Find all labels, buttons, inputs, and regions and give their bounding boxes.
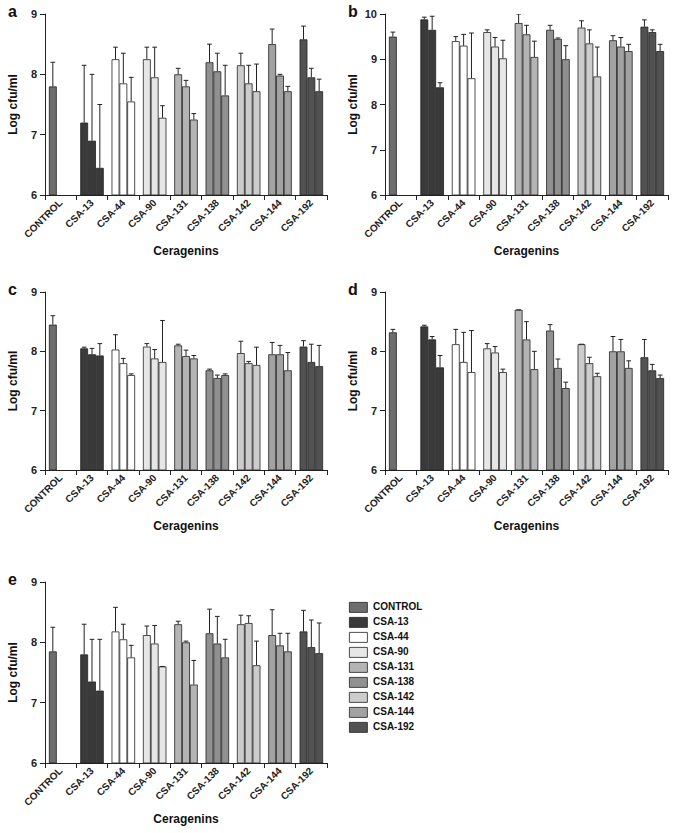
svg-text:8: 8 xyxy=(31,636,37,648)
svg-text:CSA-142: CSA-142 xyxy=(216,472,253,509)
svg-text:9: 9 xyxy=(31,576,37,588)
svg-text:CSA-44: CSA-44 xyxy=(435,472,468,505)
svg-text:7: 7 xyxy=(31,129,37,141)
svg-text:9: 9 xyxy=(371,286,377,298)
svg-text:CSA-138: CSA-138 xyxy=(184,765,221,802)
svg-text:e: e xyxy=(8,571,17,588)
svg-text:CSA-131: CSA-131 xyxy=(494,472,531,509)
svg-text:CSA-138: CSA-138 xyxy=(184,197,221,234)
svg-text:10: 10 xyxy=(365,8,377,20)
svg-text:CSA-90: CSA-90 xyxy=(373,646,409,657)
svg-text:Ceragenins: Ceragenins xyxy=(494,519,560,533)
svg-text:CSA-144: CSA-144 xyxy=(247,197,284,234)
svg-text:Ceragenins: Ceragenins xyxy=(153,519,219,533)
svg-text:c: c xyxy=(8,281,17,298)
svg-text:CSA-142: CSA-142 xyxy=(556,472,593,509)
svg-text:CSA-144: CSA-144 xyxy=(247,472,284,509)
svg-text:CSA-131: CSA-131 xyxy=(373,661,415,672)
svg-text:6: 6 xyxy=(31,757,37,769)
svg-text:CSA-142: CSA-142 xyxy=(556,197,593,234)
svg-text:CSA-44: CSA-44 xyxy=(94,197,127,230)
svg-text:CSA-192: CSA-192 xyxy=(278,765,315,802)
svg-text:CSA-131: CSA-131 xyxy=(153,197,190,234)
svg-text:CSA-13: CSA-13 xyxy=(403,197,436,230)
svg-text:7: 7 xyxy=(371,144,377,156)
svg-text:CSA-13: CSA-13 xyxy=(63,765,96,798)
svg-text:CSA-44: CSA-44 xyxy=(435,197,468,230)
svg-text:CONTROL: CONTROL xyxy=(22,197,65,240)
svg-text:CSA-144: CSA-144 xyxy=(373,706,415,717)
svg-text:CSA-90: CSA-90 xyxy=(125,197,159,230)
svg-text:CSA-13: CSA-13 xyxy=(63,472,96,505)
svg-text:Log cfu/ml: Log cfu/ml xyxy=(346,351,360,412)
svg-text:CSA-90: CSA-90 xyxy=(125,472,159,505)
svg-text:6: 6 xyxy=(371,189,377,201)
svg-text:Log cfu/ml: Log cfu/ml xyxy=(6,74,20,135)
svg-text:CSA-90: CSA-90 xyxy=(125,765,159,798)
svg-text:CSA-142: CSA-142 xyxy=(216,197,253,234)
svg-text:CONTROL: CONTROL xyxy=(22,472,65,515)
svg-text:6: 6 xyxy=(31,189,37,201)
svg-text:6: 6 xyxy=(31,464,37,476)
svg-text:Log cfu/ml: Log cfu/ml xyxy=(6,351,20,412)
svg-text:d: d xyxy=(348,281,358,298)
svg-text:8: 8 xyxy=(371,345,377,357)
svg-text:a: a xyxy=(8,3,17,20)
svg-text:CSA-142: CSA-142 xyxy=(373,691,415,702)
svg-text:CSA-192: CSA-192 xyxy=(278,472,315,509)
svg-text:CONTROL: CONTROL xyxy=(362,197,405,240)
svg-text:8: 8 xyxy=(31,68,37,80)
svg-text:CSA-44: CSA-44 xyxy=(373,631,409,642)
svg-text:9: 9 xyxy=(31,286,37,298)
svg-text:CSA-44: CSA-44 xyxy=(94,765,127,798)
svg-text:CSA-144: CSA-144 xyxy=(588,472,625,509)
svg-text:9: 9 xyxy=(371,53,377,65)
svg-text:Ceragenins: Ceragenins xyxy=(153,812,219,826)
svg-text:9: 9 xyxy=(31,8,37,20)
svg-text:7: 7 xyxy=(371,405,377,417)
svg-text:8: 8 xyxy=(31,345,37,357)
svg-text:CSA-142: CSA-142 xyxy=(216,765,253,802)
svg-text:CSA-131: CSA-131 xyxy=(153,765,190,802)
svg-text:CSA-90: CSA-90 xyxy=(466,472,499,505)
svg-text:Log cfu/ml: Log cfu/ml xyxy=(346,74,360,135)
svg-text:Log cfu/ml: Log cfu/ml xyxy=(6,642,20,703)
svg-text:CONTROL: CONTROL xyxy=(362,472,405,515)
svg-text:6: 6 xyxy=(371,464,377,476)
svg-text:7: 7 xyxy=(31,697,37,709)
svg-text:CSA-138: CSA-138 xyxy=(184,472,221,509)
svg-text:CSA-138: CSA-138 xyxy=(525,472,562,509)
svg-text:CONTROL: CONTROL xyxy=(373,601,422,612)
svg-text:8: 8 xyxy=(371,99,377,111)
svg-text:CSA-138: CSA-138 xyxy=(373,676,415,687)
svg-text:CSA-192: CSA-192 xyxy=(619,197,656,234)
svg-text:CSA-90: CSA-90 xyxy=(466,197,499,230)
svg-text:Ceragenins: Ceragenins xyxy=(153,244,219,258)
svg-text:CSA-131: CSA-131 xyxy=(494,197,531,234)
svg-text:CSA-13: CSA-13 xyxy=(373,616,409,627)
svg-text:7: 7 xyxy=(31,405,37,417)
svg-text:CSA-192: CSA-192 xyxy=(278,197,315,234)
svg-text:CSA-144: CSA-144 xyxy=(247,765,284,802)
svg-text:CSA-138: CSA-138 xyxy=(525,197,562,234)
svg-text:CSA-44: CSA-44 xyxy=(94,472,127,505)
svg-text:CONTROL: CONTROL xyxy=(22,765,65,808)
svg-text:CSA-13: CSA-13 xyxy=(63,197,96,230)
svg-text:CSA-192: CSA-192 xyxy=(619,472,656,509)
svg-text:Ceragenins: Ceragenins xyxy=(494,244,560,258)
svg-text:CSA-192: CSA-192 xyxy=(373,721,415,732)
svg-text:b: b xyxy=(348,3,358,20)
svg-text:CSA-13: CSA-13 xyxy=(403,472,436,505)
svg-text:CSA-131: CSA-131 xyxy=(153,472,190,509)
svg-text:CSA-144: CSA-144 xyxy=(588,197,625,234)
